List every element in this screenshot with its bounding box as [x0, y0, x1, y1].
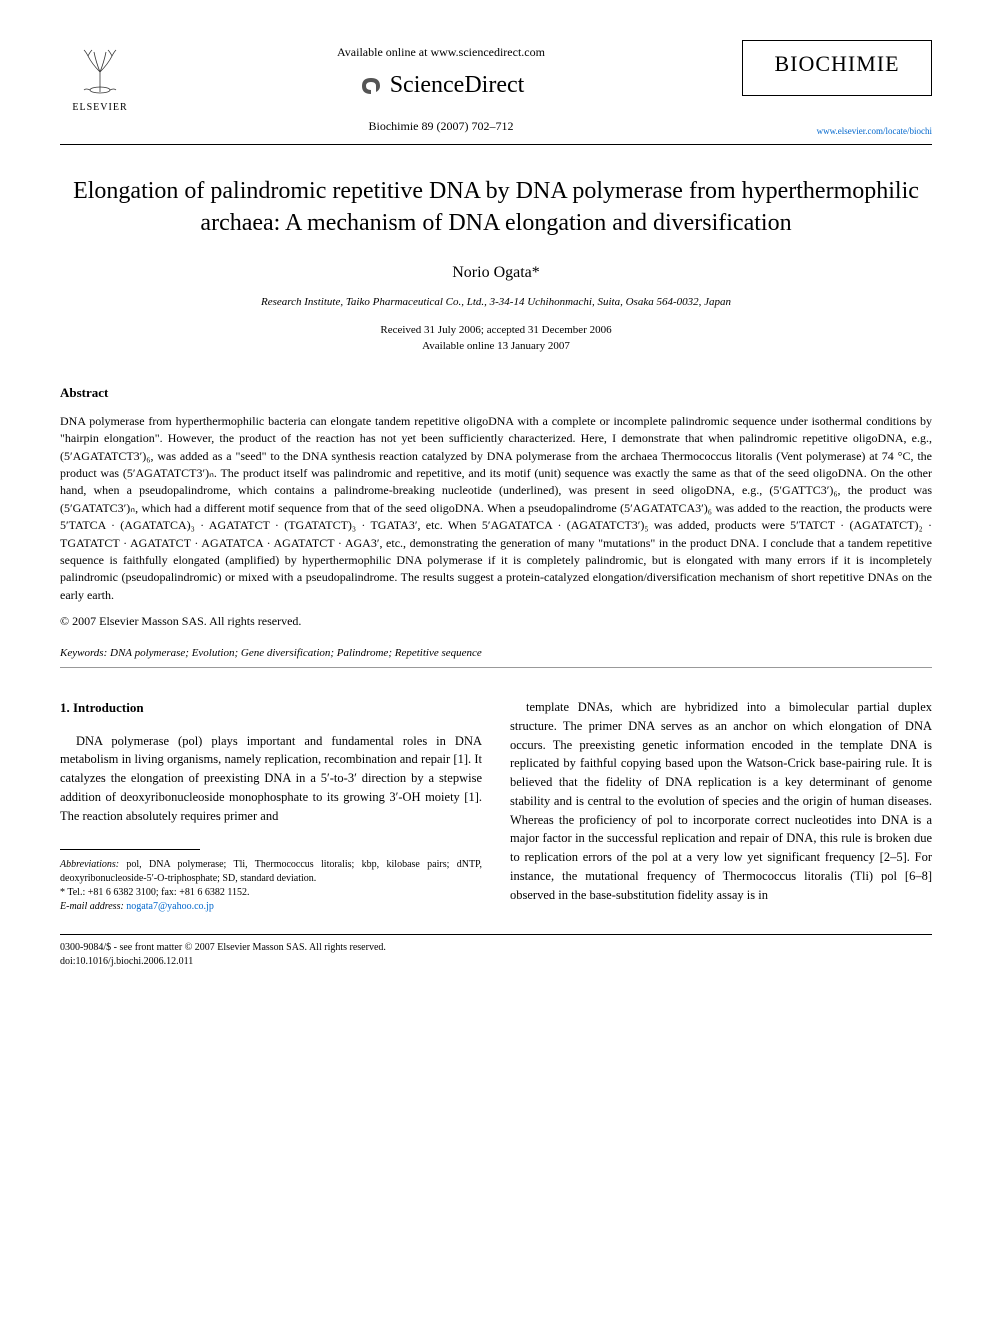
intro-paragraph-2: template DNAs, which are hybridized into…	[510, 698, 932, 904]
footer-front-matter: 0300-9084/$ - see front matter © 2007 El…	[60, 941, 932, 955]
footnote-email: E-mail address: nogata7@yahoo.co.jp	[60, 900, 482, 914]
footer-doi: doi:10.1016/j.biochi.2006.12.011	[60, 955, 932, 969]
elsevier-text: ELSEVIER	[72, 102, 127, 113]
elsevier-tree-icon	[70, 40, 130, 100]
abstract-heading: Abstract	[60, 385, 932, 401]
sciencedirect-logo: ScienceDirect	[140, 72, 742, 99]
journal-name: BIOCHIMIE	[757, 51, 917, 85]
footnote-abbreviations: Abbreviations: pol, DNA polymerase; Tli,…	[60, 858, 482, 886]
abbrev-label: Abbreviations:	[60, 859, 119, 870]
article-title: Elongation of palindromic repetitive DNA…	[60, 175, 932, 240]
available-online-text: Available online at www.sciencedirect.co…	[140, 45, 742, 60]
sciencedirect-text: ScienceDirect	[390, 72, 525, 99]
header-divider	[60, 144, 932, 145]
body-columns: 1. Introduction DNA polymerase (pol) pla…	[60, 698, 932, 914]
footnote-divider	[60, 849, 200, 850]
abbrev-text: pol, DNA polymerase; Tli, Thermococcus l…	[60, 859, 482, 884]
keywords-label: Keywords:	[60, 647, 107, 659]
journal-url[interactable]: www.elsevier.com/locate/biochi	[742, 126, 932, 136]
journal-box-container: BIOCHIMIE www.elsevier.com/locate/biochi	[742, 40, 932, 136]
email-label: E-mail address:	[60, 901, 124, 912]
keywords-divider	[60, 667, 932, 668]
abstract-text: DNA polymerase from hyperthermophilic ba…	[60, 413, 932, 604]
center-header: Available online at www.sciencedirect.co…	[140, 40, 742, 134]
received-date: Received 31 July 2006; accepted 31 Decem…	[60, 322, 932, 339]
intro-heading: 1. Introduction	[60, 698, 482, 718]
article-dates: Received 31 July 2006; accepted 31 Decem…	[60, 322, 932, 355]
author-affiliation: Research Institute, Taiko Pharmaceutical…	[60, 296, 932, 308]
elsevier-logo: ELSEVIER	[60, 40, 140, 113]
journal-box: BIOCHIMIE	[742, 40, 932, 96]
footer-divider	[60, 934, 932, 935]
column-left: 1. Introduction DNA polymerase (pol) pla…	[60, 698, 482, 914]
intro-paragraph-1: DNA polymerase (pol) plays important and…	[60, 732, 482, 826]
header-row: ELSEVIER Available online at www.science…	[60, 40, 932, 136]
footnote-tel: * Tel.: +81 6 6382 3100; fax: +81 6 6382…	[60, 886, 482, 900]
available-date: Available online 13 January 2007	[60, 338, 932, 355]
author-name: Norio Ogata*	[60, 264, 932, 282]
journal-reference: Biochimie 89 (2007) 702–712	[140, 119, 742, 134]
abstract-copyright: © 2007 Elsevier Masson SAS. All rights r…	[60, 614, 932, 629]
keywords-line: Keywords: DNA polymerase; Evolution; Gen…	[60, 647, 932, 659]
sciencedirect-icon	[358, 73, 384, 99]
column-right: template DNAs, which are hybridized into…	[510, 698, 932, 914]
email-link[interactable]: nogata7@yahoo.co.jp	[126, 901, 214, 912]
keywords-text: DNA polymerase; Evolution; Gene diversif…	[110, 647, 482, 659]
